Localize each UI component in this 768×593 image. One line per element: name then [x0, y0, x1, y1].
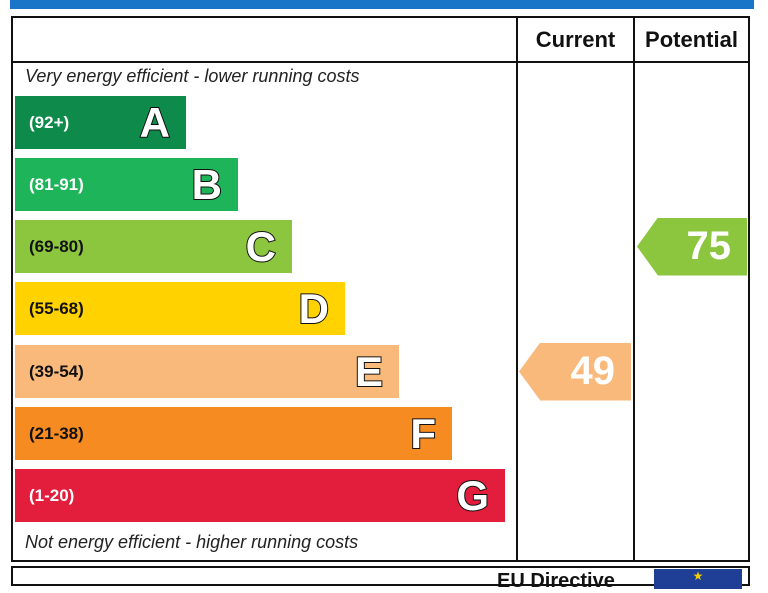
band-range-label: (1-20): [29, 485, 75, 505]
band-b: (81-91) B: [15, 158, 238, 211]
top-accent-bar: [10, 0, 754, 9]
band-letter: C: [245, 222, 277, 271]
band-letter: F: [409, 409, 437, 458]
band-letter: B: [191, 160, 223, 209]
eu-directive-text: EU Directive: [497, 570, 615, 592]
band-g: (1-20) G: [15, 469, 505, 522]
band-range-label: (21-38): [29, 423, 84, 443]
band-f: (21-38) F: [15, 407, 452, 460]
band-e: (39-54) E: [15, 345, 399, 398]
epc-rating-table: Current Potential Very energy efficient …: [11, 16, 750, 562]
header-divider: [13, 61, 748, 63]
eu-flag-icon: ★: [654, 569, 742, 589]
bottom-caption: Not energy efficient - higher running co…: [25, 532, 359, 552]
current-column-header: Current: [535, 26, 616, 52]
column-divider-current: [516, 18, 518, 560]
band-range-label: (39-54): [29, 361, 84, 381]
potential-rating-value: 75: [686, 224, 732, 268]
column-divider-potential: [633, 18, 635, 560]
potential-column-header: Potential: [645, 26, 738, 52]
band-letter: E: [354, 347, 384, 396]
band-letter: D: [298, 284, 330, 333]
footer-bar: EU Directive ★: [11, 566, 750, 592]
band-letter: A: [139, 98, 171, 147]
band-a: (92+) A: [15, 96, 186, 149]
band-range-label: (69-80): [29, 236, 84, 256]
band-letter: G: [455, 471, 490, 520]
band-d: (55-68) D: [15, 282, 345, 335]
top-caption: Very energy efficient - lower running co…: [25, 66, 360, 86]
band-c: (69-80) C: [15, 220, 292, 273]
band-range-label: (81-91): [29, 174, 84, 194]
band-range-label: (55-68): [29, 298, 84, 318]
current-rating-arrow: 49: [519, 342, 631, 401]
band-range-label: (92+): [29, 112, 70, 132]
potential-rating-arrow: 75: [637, 217, 747, 276]
current-rating-value: 49: [570, 349, 616, 393]
